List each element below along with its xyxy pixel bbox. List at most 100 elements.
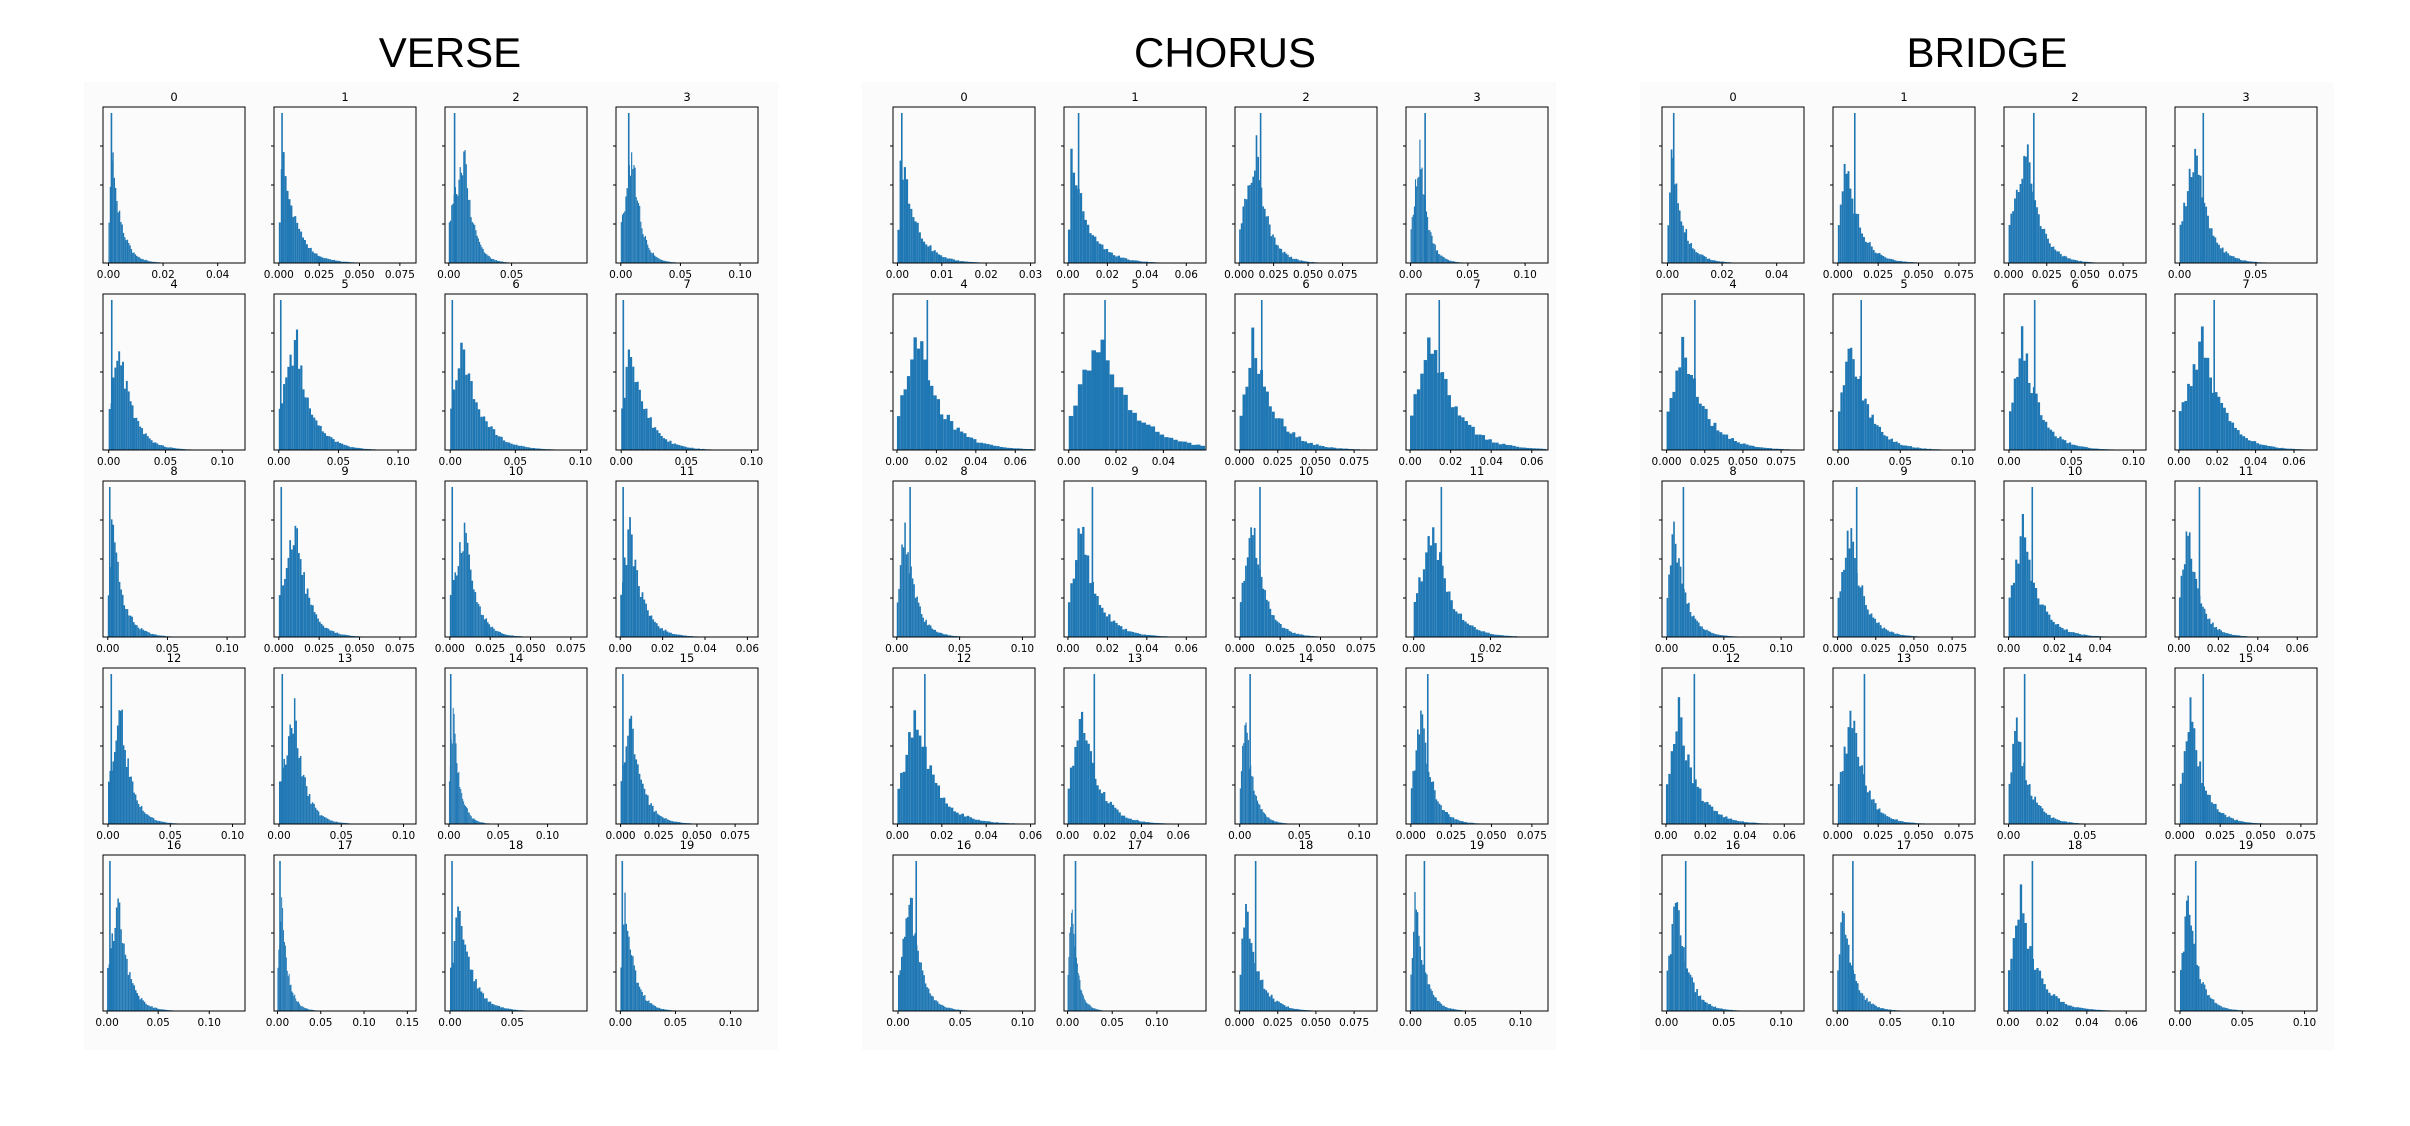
verse-subplot-13: 130.00 0.05 0.10 — [267, 651, 417, 842]
histogram-bar — [2069, 822, 2071, 824]
histogram-bar — [1262, 206, 1264, 263]
histogram-bar — [1431, 235, 1433, 263]
histogram-bar — [145, 259, 147, 263]
histogram-bar — [1869, 1001, 1871, 1011]
histogram-bar — [485, 421, 488, 450]
histogram-bar — [664, 260, 666, 263]
histogram-bar — [2036, 968, 2039, 1011]
verse-subplot-16: 160.00 0.05 0.10 — [95, 838, 246, 1029]
histogram-bar — [2188, 168, 2191, 263]
histogram-bar — [632, 168, 634, 263]
histogram-bar — [966, 436, 970, 450]
histogram-bar — [963, 433, 967, 450]
histogram-bar — [2086, 1008, 2089, 1011]
histogram-bar — [122, 361, 124, 450]
histogram-bar — [542, 448, 546, 450]
histogram-bar — [910, 566, 912, 637]
histogram-bar — [322, 815, 324, 824]
histogram-bar — [899, 565, 902, 637]
histogram-bar — [277, 967, 279, 1011]
histogram-bar — [1892, 259, 1894, 263]
histogram-bar — [282, 152, 285, 263]
histogram-bar — [1261, 809, 1263, 824]
histogram-bar — [1082, 211, 1085, 263]
histogram-bar — [2057, 998, 2061, 1011]
histogram-bar — [2185, 741, 2188, 824]
histogram-bar — [1265, 216, 1268, 263]
histogram-bar — [1429, 230, 1431, 263]
histogram-bar — [1262, 588, 1265, 637]
histogram-bar — [2047, 238, 2049, 263]
histogram-bar — [489, 1001, 492, 1011]
histogram-bar — [1091, 1007, 1093, 1011]
histogram-bar — [1712, 1006, 1715, 1011]
x-tick-label: 0.05 — [664, 1017, 687, 1029]
histogram-bar — [663, 818, 666, 824]
histogram-bar — [135, 255, 138, 263]
histogram-bar — [1876, 253, 1879, 263]
histogram-bar — [449, 594, 452, 637]
histogram-bar — [625, 923, 628, 1011]
histogram-bar — [1859, 227, 1862, 263]
histogram-bar — [318, 621, 321, 637]
histogram-bar — [284, 579, 286, 637]
histogram-bar — [1736, 821, 1740, 824]
histogram-bar — [2090, 1009, 2094, 1011]
histogram-bar — [982, 820, 986, 824]
histogram-bar — [2060, 1001, 2063, 1011]
histogram-bar — [278, 949, 280, 1011]
histogram-bar — [1522, 447, 1526, 450]
histogram-bar — [2088, 1009, 2091, 1011]
histogram-bar — [338, 443, 342, 450]
x-tick-label: 0.15 — [396, 1017, 419, 1029]
histogram-bar — [1071, 912, 1072, 1011]
subplot-title: 9 — [1900, 464, 1907, 478]
histogram-bar — [490, 627, 492, 637]
histogram-bar — [470, 381, 473, 450]
histogram-bar — [1268, 224, 1271, 263]
histogram-bar — [1692, 615, 1695, 637]
histogram-bar — [1849, 188, 1852, 263]
x-tick-label: 0.10 — [719, 1017, 742, 1029]
histogram-bar — [465, 164, 467, 263]
histogram-bar — [923, 621, 926, 637]
histogram-bar — [2225, 633, 2227, 637]
subplot-title: 15 — [1470, 651, 1485, 665]
histogram-bar — [2047, 427, 2050, 450]
histogram-bar — [1719, 1008, 1721, 1011]
histogram-bar — [325, 627, 328, 637]
histogram-bar — [1716, 1007, 1718, 1011]
histogram-bar — [1471, 426, 1475, 450]
histogram-bar — [2019, 184, 2022, 263]
histogram-bar — [1440, 255, 1442, 263]
histogram-bar — [1150, 426, 1156, 450]
histogram-bar — [2085, 634, 2088, 637]
histogram-bar — [2230, 634, 2232, 637]
histogram-bar — [345, 634, 347, 637]
histogram-bar — [660, 259, 663, 263]
histogram-bar — [658, 258, 660, 263]
histogram-bar — [624, 892, 626, 1011]
histogram-bar — [1713, 260, 1715, 263]
histogram-bar — [1498, 635, 1502, 637]
histogram-bar — [1120, 257, 1123, 263]
histogram-bar — [661, 817, 664, 824]
histogram-bar — [670, 632, 672, 637]
histogram-bar — [1246, 557, 1249, 637]
histogram-bar — [2020, 326, 2024, 450]
histogram-bar — [2081, 261, 2084, 263]
subplot-title: 2 — [2071, 90, 2078, 104]
histogram-bar — [667, 1009, 670, 1011]
histogram-bar — [2045, 989, 2049, 1011]
histogram-bar — [1120, 815, 1124, 824]
verse-subplot-0: 00.00 0.02 0.04 — [97, 90, 246, 281]
histogram-bar — [929, 993, 931, 1011]
histogram-bar — [131, 781, 134, 824]
histogram-bar — [292, 992, 294, 1011]
histogram-bar — [481, 247, 483, 263]
histogram-bar — [494, 260, 496, 263]
histogram-bar — [1258, 803, 1260, 824]
histogram-bar — [162, 445, 165, 450]
histogram-bar — [1926, 448, 1929, 450]
histogram-bar — [1241, 938, 1244, 1011]
